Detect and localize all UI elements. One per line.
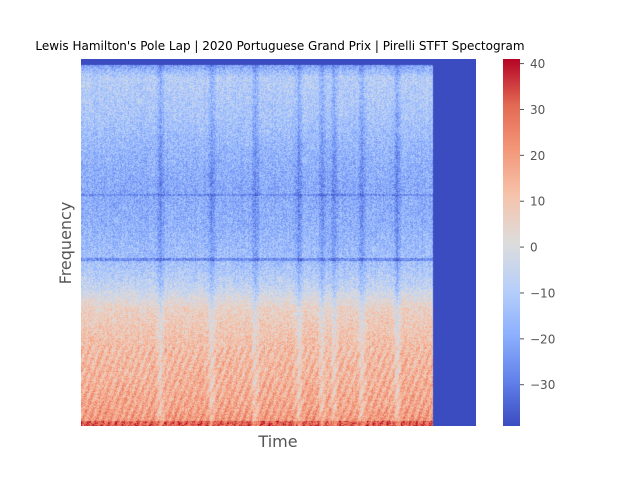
colorbar-tick-label: 40	[530, 57, 545, 71]
colorbar-ticks: 40 30 20 10 0 −10 −20 −30	[520, 57, 555, 392]
colorbar-tick-label: 10	[530, 195, 545, 209]
x-axis-label: Time	[257, 432, 297, 451]
spectrogram-heatmap	[81, 59, 476, 426]
colorbar: 40 30 20 10 0 −10 −20 −30	[503, 57, 555, 426]
heatmap-area	[81, 59, 476, 426]
colorbar-tick-label: −10	[530, 286, 555, 300]
y-axis-label: Frequency	[56, 202, 75, 285]
colorbar-tick-label: 30	[530, 103, 545, 117]
colorbar-tick-label: 0	[530, 241, 538, 255]
colorbar-tick-label: −20	[530, 332, 555, 346]
colorbar-tick-label: 20	[530, 149, 545, 163]
chart-title: Lewis Hamilton's Pole Lap | 2020 Portugu…	[35, 39, 524, 53]
colorbar-gradient	[503, 59, 520, 426]
colorbar-tick-label: −30	[530, 378, 555, 392]
